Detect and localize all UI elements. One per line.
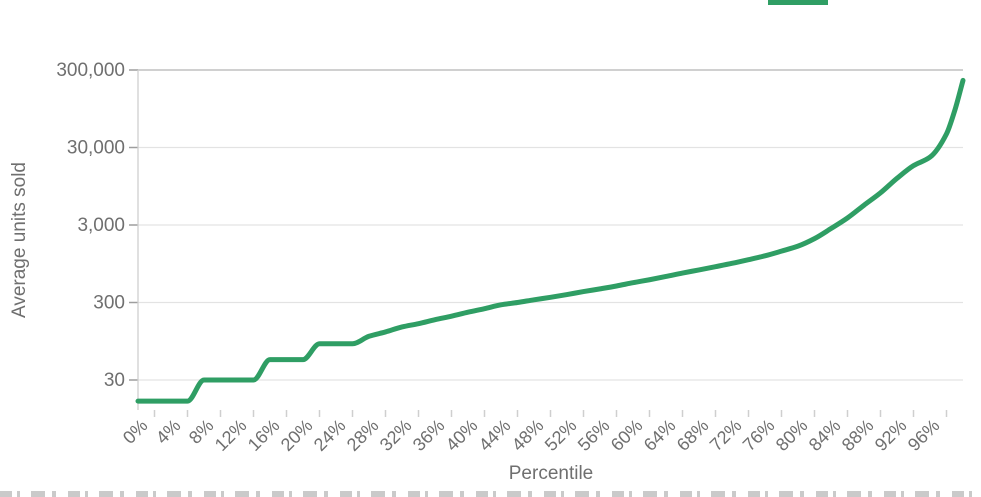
x-tick-label: 12% <box>211 415 251 455</box>
x-tick-label: 4% <box>152 415 185 448</box>
x-tick-label: 40% <box>442 415 482 455</box>
x-tick-label: 64% <box>640 415 680 455</box>
y-axis-title: Average units sold <box>9 162 30 318</box>
x-tick-label: 20% <box>277 415 317 455</box>
x-tick-label: 48% <box>508 415 548 455</box>
x-tick-label: 60% <box>607 415 647 455</box>
y-tick-label: 30 <box>104 370 125 391</box>
x-tick-label: 24% <box>310 415 350 455</box>
x-axis-title: Percentile <box>508 463 594 484</box>
y-tick-label: 30,000 <box>67 138 125 159</box>
x-tick-label: 56% <box>574 415 614 455</box>
x-tick-label: 36% <box>409 415 449 455</box>
x-tick-label: 16% <box>244 415 284 455</box>
x-tick-label: 96% <box>904 415 944 455</box>
legend-swatch[interactable] <box>768 0 828 5</box>
y-tick-label: 3,000 <box>77 215 125 236</box>
x-tick-label: 52% <box>541 415 581 455</box>
x-tick-label: 76% <box>739 415 779 455</box>
x-tick-label: 72% <box>706 415 746 455</box>
series-line[interactable] <box>135 77 966 404</box>
x-tick-label: 80% <box>772 415 812 455</box>
x-tick-label: 28% <box>343 415 383 455</box>
x-tick-label: 68% <box>673 415 713 455</box>
x-tick-label: 92% <box>871 415 911 455</box>
x-tick-label: 88% <box>838 415 878 455</box>
x-tick-label: 32% <box>376 415 416 455</box>
x-tick-label: 84% <box>805 415 845 455</box>
cutoff-content-hint <box>0 491 981 497</box>
x-tick-label: 0% <box>119 415 152 448</box>
y-tick-label: 300 <box>93 293 125 314</box>
y-tick-label: 300,000 <box>56 60 125 81</box>
x-tick-label: 44% <box>475 415 515 455</box>
